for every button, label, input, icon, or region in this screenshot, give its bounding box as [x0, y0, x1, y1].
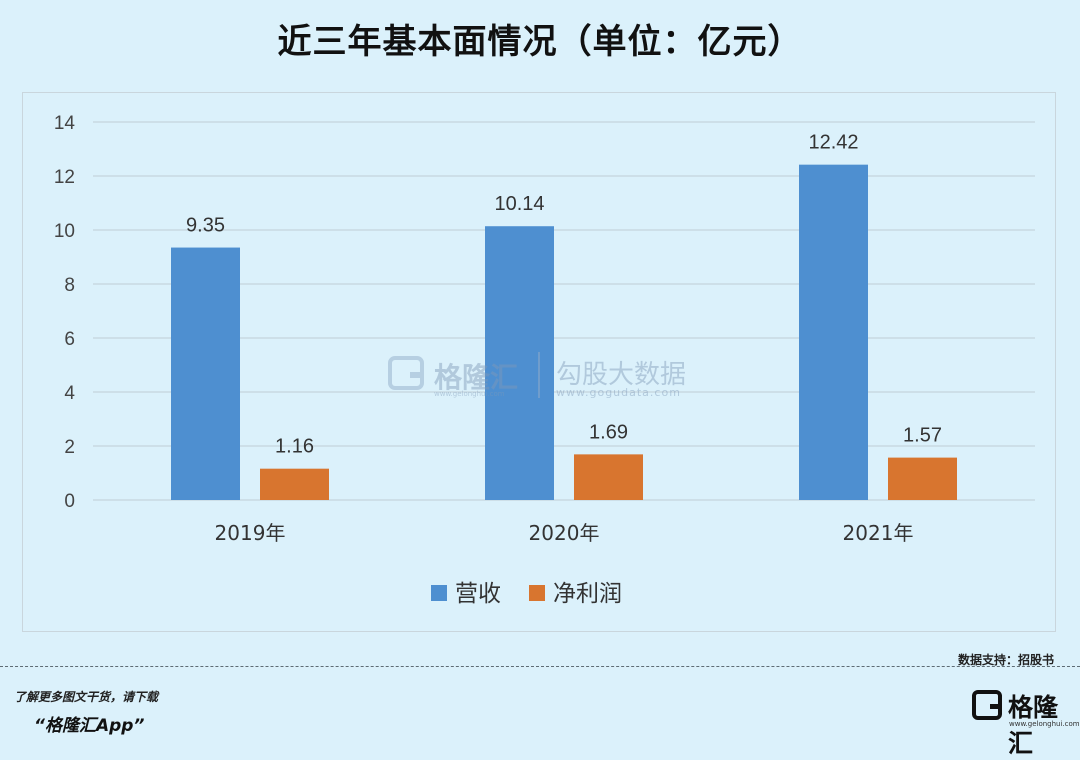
gelonghui-logo-icon [972, 690, 1002, 720]
x-tick-label: 2021年 [843, 521, 914, 545]
bar-revenue [171, 247, 240, 500]
y-tick-label: 2 [64, 437, 75, 458]
footer-divider [0, 666, 1080, 667]
data-label: 12.42 [808, 132, 858, 154]
data-label: 10.14 [494, 193, 544, 215]
bar-net-profit [574, 454, 643, 500]
bar-revenue [485, 226, 554, 500]
promo-line-1: 了解更多图文干货，请下载 [14, 690, 159, 704]
legend-label: 净利润 [553, 581, 622, 607]
y-tick-label: 0 [64, 491, 75, 512]
data-source: 数据支持：招股书 [957, 653, 1054, 667]
y-tick-label: 6 [64, 329, 75, 350]
legend-swatch [529, 585, 545, 601]
y-tick-label: 12 [54, 167, 75, 188]
x-tick-label: 2020年 [529, 521, 600, 545]
data-label: 1.16 [275, 436, 314, 458]
bar-net-profit [260, 468, 329, 500]
legend-swatch [431, 585, 447, 601]
legend-label: 营收 [455, 581, 501, 607]
bar-net-profit [888, 457, 957, 500]
x-tick-label: 2019年 [215, 521, 286, 545]
promo-line-2: “格隆汇App” [34, 716, 145, 736]
footer-brand-site: www.gelonghui.com [1009, 720, 1080, 728]
data-label: 1.57 [903, 425, 942, 447]
bar-chart: 0 2 4 6 8 10 12 14 9.35 1.16 2019年 10.14 1.69 2020年 12… [54, 113, 1035, 607]
data-label: 9.35 [186, 215, 225, 237]
chart-title: 近三年基本面情况（单位：亿元） [277, 22, 803, 62]
bar-revenue [799, 164, 868, 500]
y-tick-label: 14 [54, 113, 76, 134]
data-label: 1.69 [589, 421, 628, 443]
y-tick-label: 8 [64, 275, 75, 296]
y-tick-label: 10 [54, 221, 75, 242]
chart-frame: 0 2 4 6 8 10 12 14 9.35 1.16 2019年 10.14 1.69 2020年 12… [22, 92, 1056, 632]
y-tick-label: 4 [64, 383, 75, 404]
